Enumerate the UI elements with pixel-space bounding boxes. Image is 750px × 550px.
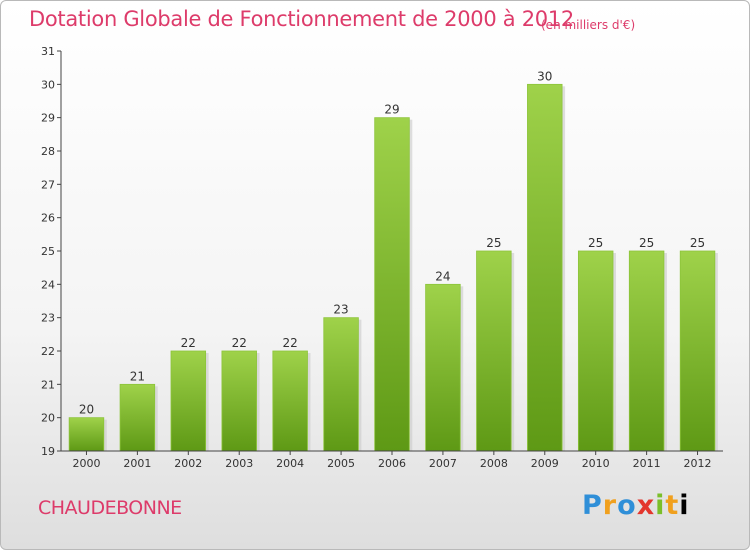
bar-2010: [577, 250, 614, 452]
logo-letter: P: [582, 490, 603, 521]
y-tick-label-22: 22: [41, 345, 55, 358]
y-tick-label-21: 21: [41, 378, 55, 391]
y-tick-label-29: 29: [41, 112, 55, 125]
bar-2000: [68, 417, 105, 452]
data-label-2012: 25: [690, 236, 705, 250]
y-tick-label-26: 26: [41, 212, 55, 225]
x-tick-label-2001: 2001: [123, 457, 151, 470]
logo-letter: i: [655, 490, 666, 521]
y-tick-label-28: 28: [41, 145, 55, 158]
bar-2004: [272, 350, 308, 452]
x-tick-label-2009: 2009: [531, 457, 559, 470]
x-tick-label-2005: 2005: [327, 457, 355, 470]
x-tick-label-2004: 2004: [276, 457, 304, 470]
y-tick-label-24: 24: [41, 278, 55, 291]
x-tick-label-2002: 2002: [174, 457, 202, 470]
x-tick-label-2007: 2007: [429, 457, 457, 470]
axes-group: 2000 2001 2002 2003 2004 2005 2006 2007 2008 2009…: [41, 45, 723, 470]
bar-2007: [425, 283, 461, 452]
bars-group: 20 21 22 22 22 23 29 24 25 30 25 25 25: [68, 69, 718, 452]
bar-2002: [170, 350, 207, 452]
y-tick-label-23: 23: [41, 312, 55, 325]
logo-letter: x: [636, 490, 656, 521]
x-tick-label-2006: 2006: [378, 457, 406, 470]
bar-2003: [221, 350, 257, 452]
logo-letter: o: [617, 490, 637, 521]
y-tick-label-19: 19: [41, 445, 55, 458]
x-tick-label-2010: 2010: [582, 457, 610, 470]
data-label-2000: 20: [79, 403, 94, 417]
y-tick-label-30: 30: [41, 78, 55, 91]
bar-2008: [476, 250, 512, 452]
logo-letter: i: [679, 490, 690, 521]
data-label-2003: 22: [232, 336, 247, 350]
y-tick-label-20: 20: [41, 412, 55, 425]
x-tick-label-2012: 2012: [684, 457, 712, 470]
data-label-2002: 22: [181, 336, 196, 350]
data-label-2005: 23: [333, 303, 348, 317]
logo-letter: t: [665, 490, 680, 521]
data-label-2004: 22: [283, 336, 298, 350]
commune-name: CHAUDEBONNE: [38, 497, 182, 519]
x-tick-label-2011: 2011: [633, 457, 661, 470]
bar-2011: [628, 250, 665, 452]
bar-2006: [374, 117, 410, 452]
bar-2001: [119, 383, 156, 452]
y-tick-label-31: 31: [41, 45, 55, 58]
y-tick-label-27: 27: [41, 178, 55, 191]
y-tick-label-25: 25: [41, 245, 55, 258]
x-tick-label-2000: 2000: [72, 457, 100, 470]
data-label-2010: 25: [588, 236, 603, 250]
data-label-2009: 30: [537, 69, 552, 83]
data-label-2008: 25: [486, 236, 501, 250]
proxiti-logo: Proxiti: [582, 490, 690, 521]
data-label-2007: 24: [435, 269, 450, 283]
chart-title: Dotation Globale de Fonctionnement de 20…: [29, 7, 574, 31]
x-tick-label-2003: 2003: [225, 457, 253, 470]
chart-unit-label: (en milliers d'€): [541, 18, 636, 32]
data-label-2006: 29: [384, 103, 399, 117]
bar-2009: [527, 83, 563, 452]
x-tick-label-2008: 2008: [480, 457, 508, 470]
data-label-2011: 25: [639, 236, 654, 250]
bar-2005: [323, 317, 359, 452]
data-label-2001: 21: [130, 369, 145, 383]
logo-letter: r: [602, 490, 618, 521]
bar-2012: [679, 250, 716, 452]
